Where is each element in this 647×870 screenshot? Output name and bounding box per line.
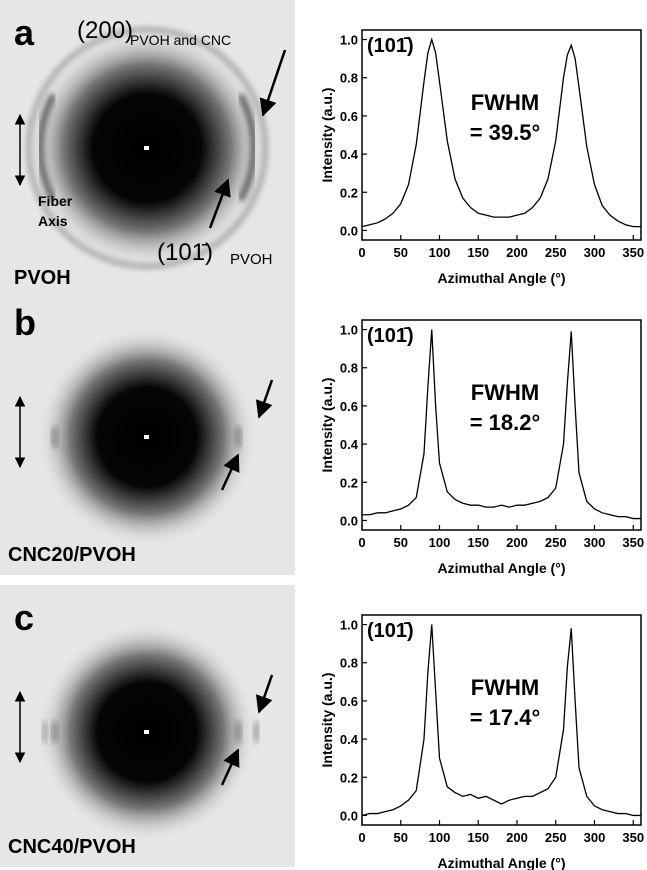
y-tick-label: 0.0 [340,223,358,238]
x-tick-label: 50 [394,830,408,845]
panel-letter: c [14,597,34,638]
y-tick-label: 0.0 [340,513,358,528]
pointer-arrow [259,49,287,117]
x-tick-label: 100 [429,830,451,845]
y-tick-label: 0.6 [340,694,358,709]
pointer-arrow [220,748,240,786]
direct-beam [144,146,149,150]
y-tick-label: 0.0 [340,808,358,823]
sample-name: CNC40/PVOH [8,836,136,858]
pattern-annotation: PVOH [230,251,273,268]
y-tick-label: 0.6 [340,399,358,414]
chart-annotation: = 18.2° [470,410,541,435]
y-tick-label: 0.4 [340,437,359,452]
x-tick-label: 50 [394,535,408,550]
y-axis-label: Intensity (a.u.) [319,673,335,768]
y-tick-label: 1.0 [340,618,358,633]
sample-name: CNC20/PVOH [8,544,136,566]
chart: 0.0 0.2 0.4 0.6 0.8 1.0 0 50 100 150 200 250 300 350 A… [319,29,644,286]
y-axis-label: Intensity (a.u.) [319,378,335,473]
pointer-arrow [220,453,240,491]
x-tick-label: 300 [584,245,606,260]
sample-name: PVOH [14,267,71,289]
pointer-arrow [255,674,274,714]
x-tick-label: 350 [622,245,644,260]
x-axis-label: Azimuthal Angle (°) [438,855,566,870]
chart-annotation: (101̄) [367,325,414,347]
panel-letter: b [14,302,36,343]
pointer-arrow [255,379,274,419]
x-tick-label: 100 [429,245,451,260]
x-tick-label: 250 [545,245,567,260]
pattern-annotation: PVOH and CNC [130,32,231,48]
pattern-annotation: Axis [38,213,68,229]
x-tick-label: 150 [467,245,489,260]
x-tick-label: 200 [506,535,528,550]
pointer-arrow [208,178,231,229]
y-tick-label: 0.6 [340,109,358,124]
y-tick-label: 0.8 [340,361,358,376]
diffraction-panel: c CNC40/PVOH [0,585,295,867]
x-tick-label: 100 [429,535,451,550]
x-tick-label: 0 [358,245,365,260]
plot-frame [361,29,642,241]
x-tick-label: 350 [622,535,644,550]
chart: 0.0 0.2 0.4 0.6 0.8 1.0 0 50 100 150 200 250 300 350 A… [319,319,644,576]
x-tick-label: 0 [358,830,365,845]
chart-annotation: = 39.5° [470,120,541,145]
direct-beam [144,435,149,439]
y-tick-label: 0.2 [340,770,358,785]
x-tick-label: 150 [467,535,489,550]
chart-annotation: FWHM [471,675,539,700]
x-tick-label: 200 [506,245,528,260]
x-tick-label: 300 [584,535,606,550]
chart-annotation: (101̄) [367,35,414,57]
intensity-line [362,329,641,520]
x-tick-label: 250 [545,830,567,845]
chart: 0.0 0.2 0.4 0.6 0.8 1.0 0 50 100 150 200 250 300 350 A… [319,614,644,870]
x-axis-label: Azimuthal Angle (°) [438,270,566,286]
panel-letter: a [14,12,35,53]
chart-annotation: FWHM [471,380,539,405]
y-tick-label: 0.4 [340,732,359,747]
plot-frame [361,614,642,826]
y-tick-label: 1.0 [340,33,358,48]
x-tick-label: 150 [467,830,489,845]
diffraction-panel: a PVOH (200)PVOH and CNC Fiber Axis (101̄) PVO… [0,0,295,298]
y-tick-label: 0.2 [340,185,358,200]
y-tick-label: 0.2 [340,475,358,490]
intensity-line [361,624,641,817]
pattern-annotation: Fiber [38,193,73,209]
pattern-annotation: (101̄) [157,239,213,266]
x-tick-label: 0 [358,535,365,550]
x-tick-label: 300 [584,830,606,845]
chart-annotation: FWHM [471,90,539,115]
pattern-annotation: (200) [77,17,133,44]
y-axis-label: Intensity (a.u.) [319,88,335,183]
chart-annotation: (101̄) [367,620,414,642]
x-tick-label: 350 [622,830,644,845]
x-tick-label: 50 [394,245,408,260]
y-tick-label: 0.4 [340,147,359,162]
intensity-line [361,37,641,228]
x-tick-label: 250 [545,535,567,550]
x-axis-label: Azimuthal Angle (°) [438,560,566,576]
y-tick-label: 1.0 [340,323,358,338]
x-tick-label: 200 [506,830,528,845]
plot-frame [361,319,642,531]
diffraction-panel: b CNC20/PVOH [0,290,295,575]
direct-beam [144,730,149,734]
y-tick-label: 0.8 [340,656,358,671]
chart-annotation: = 17.4° [470,705,541,730]
y-tick-label: 0.8 [340,71,358,86]
